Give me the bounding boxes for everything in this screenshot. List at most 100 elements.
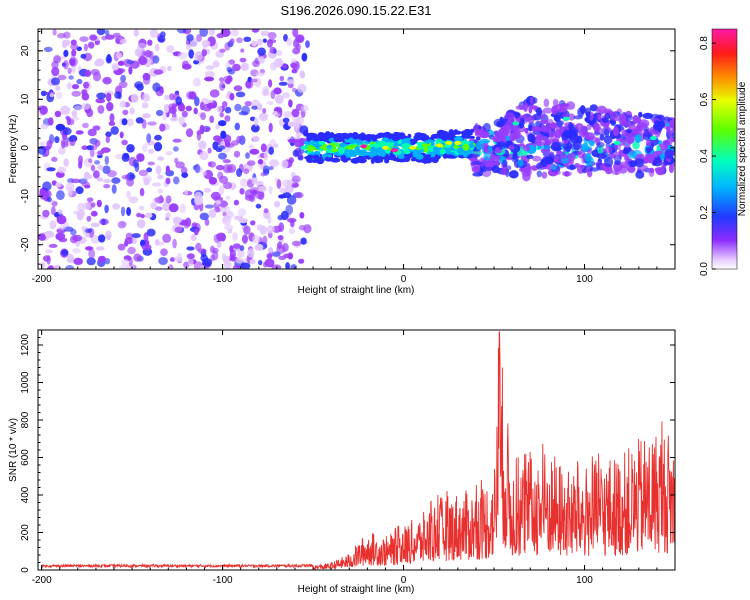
heatmap-cell: [132, 159, 139, 168]
heatmap-cell: [45, 249, 53, 254]
heatmap-cell: [283, 34, 288, 42]
heatmap-peak: [318, 140, 326, 145]
heatmap-cell: [103, 184, 111, 189]
heatmap-cell: [39, 141, 46, 147]
heatmap-cell: [57, 74, 67, 81]
heatmap-cell: [251, 124, 260, 133]
heatmap-cell: [665, 126, 671, 131]
heatmap-cell: [88, 158, 93, 164]
heatmap-cell: [603, 108, 613, 116]
heatmap-cell: [244, 80, 254, 89]
heatmap-cell: [356, 151, 366, 156]
heatmap-cell: [549, 152, 555, 160]
y-tick-label: 0: [20, 567, 31, 573]
heatmap-cell: [73, 257, 83, 265]
heatmap-cell: [354, 146, 360, 153]
heatmap-cell: [549, 131, 561, 142]
heatmap-cell: [581, 142, 589, 153]
heatmap-cell: [251, 40, 257, 47]
heatmap-cell: [185, 217, 192, 227]
heatmap-cell: [655, 150, 663, 155]
heatmap-cell: [227, 69, 236, 75]
heatmap-cell: [55, 123, 66, 131]
heatmap-cell: [255, 72, 265, 77]
heatmap-cell: [89, 34, 98, 41]
heatmap-cell: [477, 133, 485, 138]
x-tick-label: -100: [213, 274, 233, 285]
heatmap-cell: [223, 215, 230, 223]
heatmap-cell: [146, 167, 153, 173]
heatmap-cell: [154, 206, 163, 211]
heatmap-cell: [104, 155, 110, 165]
heatmap-peak: [562, 116, 570, 121]
heatmap-cell: [224, 106, 232, 114]
heatmap-cell: [266, 100, 274, 106]
heatmap-cell: [127, 246, 136, 255]
heatmap-cell: [593, 131, 601, 136]
heatmap-cell: [240, 48, 245, 53]
heatmap-cell: [56, 190, 65, 201]
heatmap-cell: [371, 134, 378, 142]
snr-xlabel: Height of straight line (km): [298, 584, 415, 595]
heatmap-cell: [281, 159, 289, 169]
heatmap-cell: [558, 107, 567, 113]
heatmap-peak: [409, 145, 417, 150]
heatmap-cell: [225, 195, 231, 200]
heatmap-cell: [86, 197, 94, 202]
heatmap-cell: [614, 166, 619, 176]
heatmap-cell: [584, 152, 592, 163]
heatmap-cell: [194, 96, 200, 107]
heatmap-cell: [136, 83, 144, 91]
heatmap-cell: [273, 87, 282, 95]
heatmap-cell: [236, 135, 242, 144]
heatmap-cell: [234, 103, 242, 112]
heatmap-cell: [67, 253, 74, 263]
heatmap-cell: [158, 257, 168, 265]
heatmap-cell: [126, 178, 134, 187]
heatmap-cell: [46, 167, 56, 172]
heatmap-cell: [220, 130, 227, 139]
heatmap-cell: [423, 134, 430, 141]
heatmap-cell: [204, 76, 215, 82]
heatmap-cell: [168, 264, 174, 269]
heatmap-cell: [224, 115, 231, 122]
spectrogram-ylabel: Frequency (Hz): [8, 115, 19, 184]
heatmap-cell: [601, 117, 610, 123]
heatmap-cell: [91, 143, 98, 151]
heatmap-cell: [292, 47, 301, 55]
y-tick-label: 10: [20, 93, 31, 105]
heatmap-cell: [527, 115, 535, 124]
heatmap-cell: [340, 135, 350, 139]
heatmap-cell: [175, 96, 183, 106]
heatmap-cell: [569, 163, 575, 171]
heatmap-cell: [268, 79, 273, 88]
heatmap-cell: [247, 248, 255, 258]
heatmap-cell: [572, 141, 582, 151]
heatmap-cell: [218, 185, 225, 196]
heatmap-cell: [98, 234, 106, 243]
heatmap-cell: [134, 48, 142, 57]
heatmap-cell: [48, 117, 54, 126]
heatmap-cell: [232, 63, 241, 72]
heatmap-cell: [153, 69, 164, 75]
heatmap-cell: [170, 117, 179, 122]
heatmap-cell: [222, 164, 233, 174]
heatmap-cell: [318, 132, 326, 140]
heatmap-cell: [625, 136, 635, 143]
heatmap-cell: [204, 218, 210, 226]
heatmap-cell: [664, 149, 674, 159]
heatmap-cell: [469, 140, 475, 144]
heatmap-cell: [508, 145, 515, 150]
heatmap-cell: [178, 116, 185, 126]
heatmap-cell: [119, 131, 124, 139]
heatmap-cell: [239, 188, 245, 195]
heatmap-cell: [70, 43, 79, 51]
heatmap-cell: [185, 105, 192, 112]
heatmap-cell: [205, 127, 210, 132]
heatmap-cell: [459, 155, 464, 159]
heatmap-cell: [318, 148, 324, 152]
heatmap-cell: [142, 143, 148, 153]
heatmap-cell: [186, 91, 195, 100]
heatmap-cell: [153, 142, 163, 152]
heatmap-cell: [632, 141, 640, 150]
